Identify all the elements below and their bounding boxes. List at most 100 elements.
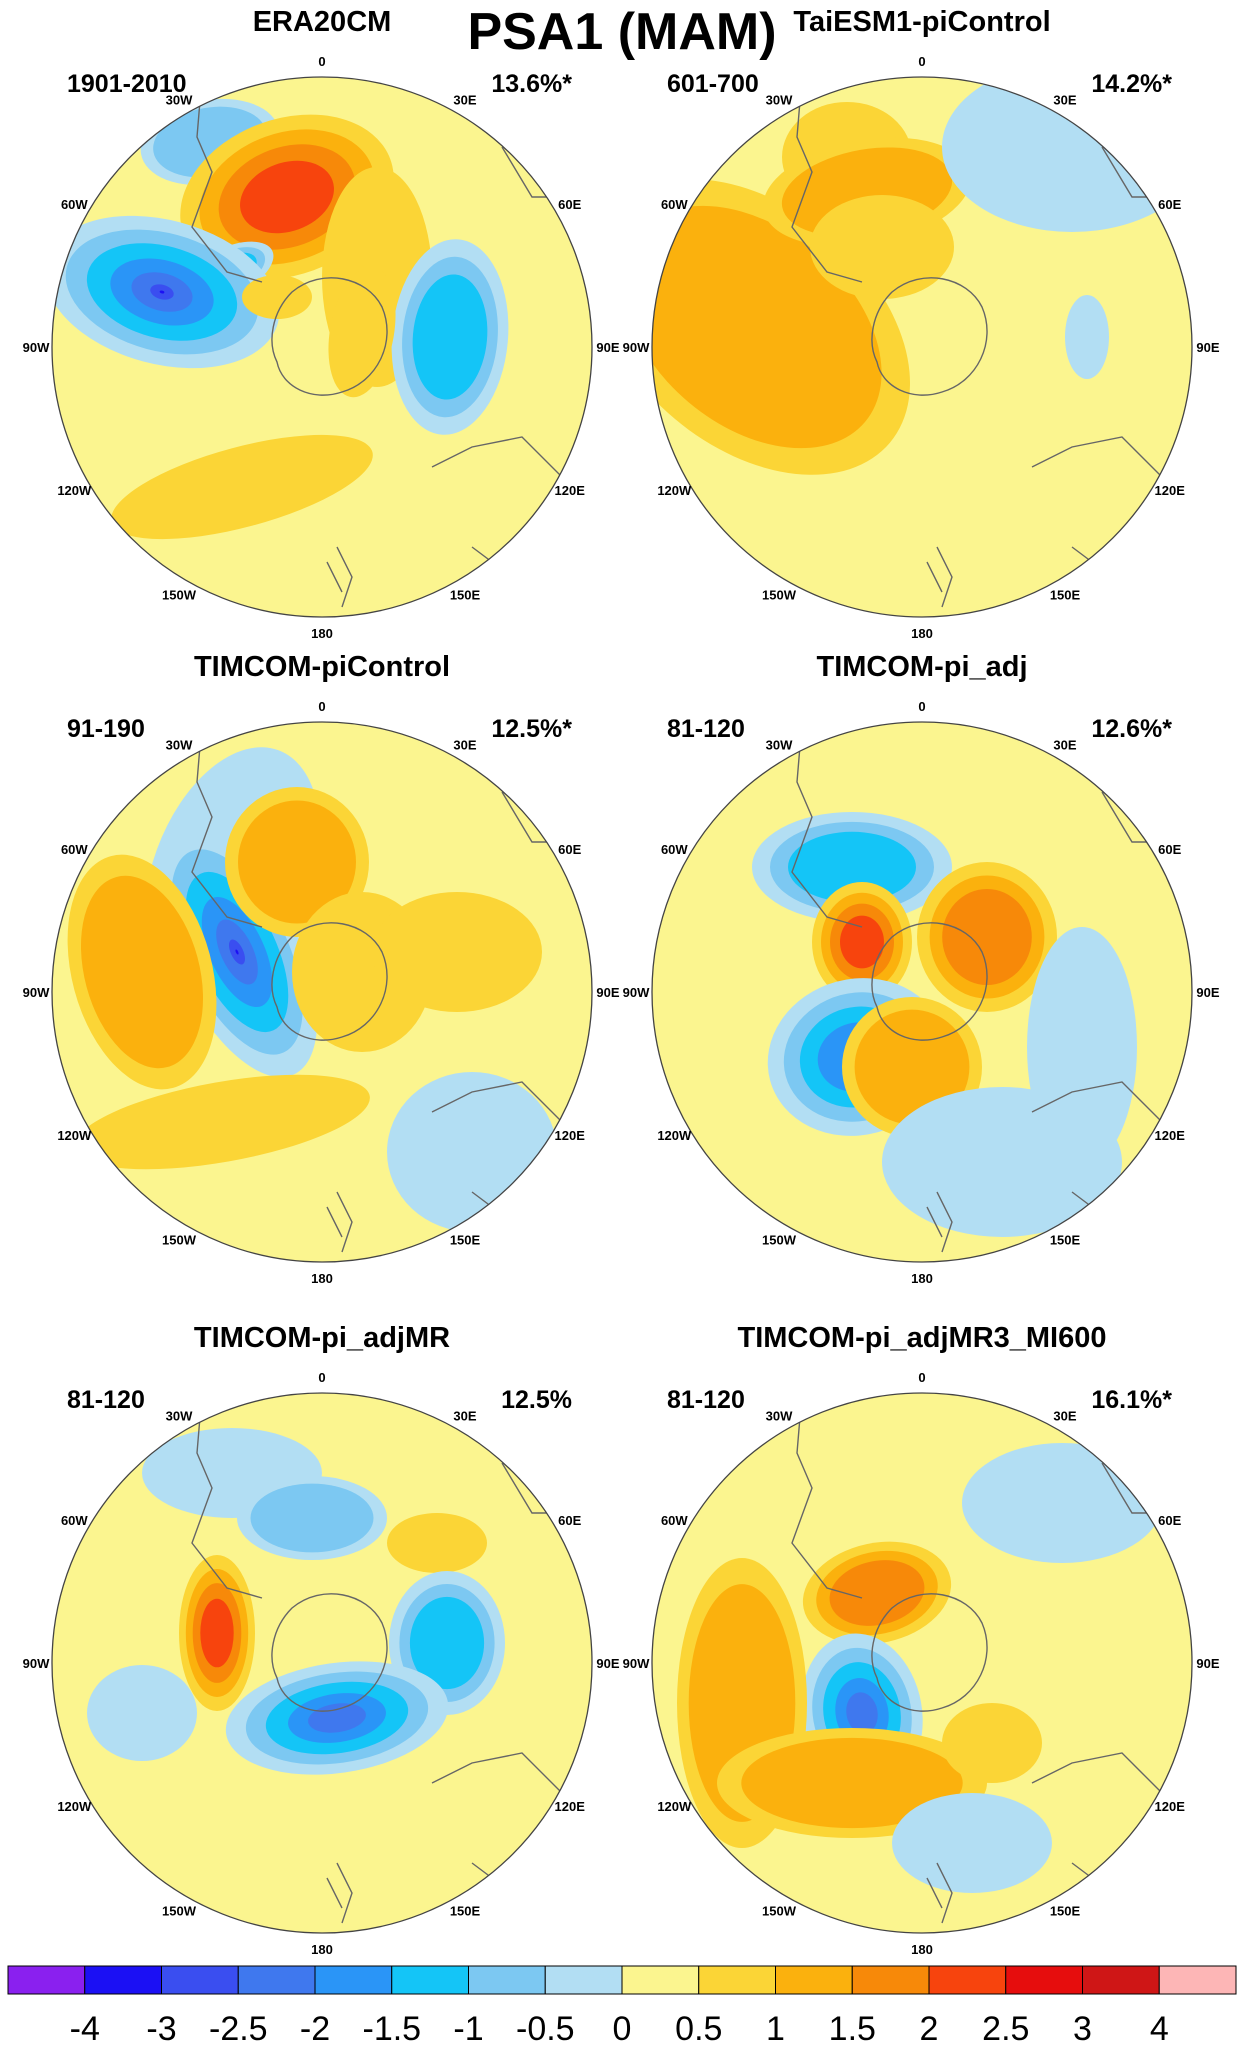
contour-level: [242, 275, 312, 319]
colorbar-tick-label: 2.5: [982, 2010, 1029, 2048]
colorbar-tick-label: -4: [70, 2010, 100, 2048]
map-boundary: [651, 1392, 1193, 1934]
map-panel: TIMCOM-pi_adj 81-120 12.6%* 0 30E 60E 90E 120E 1…: [623, 651, 1220, 1286]
longitude-label: 120E: [555, 483, 586, 498]
antarctica-coastline: [871, 277, 988, 396]
longitude-label: 30E: [453, 737, 476, 752]
south-america-coastline: [191, 77, 263, 283]
colorbar-tick-label: -1.5: [363, 2010, 422, 2048]
contour-level: [159, 290, 165, 294]
south-america-coastline: [791, 1393, 863, 1599]
colorbar-swatch: [1158, 1965, 1237, 1995]
longitude-label: 180: [911, 626, 933, 641]
antarctica-coastline: [871, 922, 988, 1041]
longitude-label: 30E: [453, 92, 476, 107]
longitude-label: 90W: [23, 340, 50, 355]
panel-variance: 16.1%*: [1091, 1386, 1172, 1414]
longitude-label: 150W: [162, 1233, 197, 1248]
longitude-label: 30W: [766, 737, 793, 752]
longitude-label: 0: [918, 54, 925, 69]
longitude-label: 30E: [1053, 92, 1076, 107]
colorbar-tick-label: 4: [1150, 2010, 1169, 2048]
panel-years: 1901-2010: [67, 70, 187, 98]
longitude-label: 120W: [57, 1799, 92, 1814]
longitude-label: 0: [918, 699, 925, 714]
map-boundary: [51, 1392, 593, 1934]
new-zealand-coastline: [326, 546, 353, 608]
contour-level: [942, 1703, 1042, 1783]
longitude-label: 180: [311, 1271, 333, 1286]
map-boundary: [651, 721, 1193, 1263]
contour-field: [652, 722, 1192, 1262]
longitude-label: 150W: [762, 1233, 797, 1248]
colorbar-swatch: [851, 1965, 930, 1995]
contour-field: [652, 77, 1192, 617]
contour-level: [810, 195, 954, 299]
new-zealand-coastline: [926, 1862, 953, 1924]
antarctica-coastline: [271, 1593, 388, 1712]
panel-title: TIMCOM-pi_adj: [816, 651, 1027, 683]
contour-level: [788, 831, 916, 903]
panel-variance: 12.5%: [501, 1386, 572, 1414]
colorbar-swatch: [468, 1965, 546, 1995]
longitude-label: 150W: [162, 588, 197, 603]
colorbar-tick-label: 2: [920, 2010, 939, 2048]
longitude-label: 180: [911, 1942, 933, 1957]
longitude-label: 150W: [762, 588, 797, 603]
longitude-label: 30W: [166, 92, 193, 107]
contour-level: [240, 160, 334, 234]
field-background: [52, 1393, 592, 1933]
longitude-label: 30E: [1053, 737, 1076, 752]
panel-years: 81-120: [667, 1386, 745, 1414]
contour-level: [235, 949, 239, 955]
antarctica-coastline: [271, 277, 388, 396]
map-panel: TIMCOM-pi_adjMR3_MI600 81-120 16.1%* 0 30E 60…: [623, 1322, 1220, 1957]
colorbar-swatch: [1082, 1965, 1160, 1995]
colorbar-swatch: [237, 1965, 316, 1995]
longitude-label: 150E: [1050, 1904, 1081, 1919]
contour-level: [840, 915, 884, 969]
contour-level: [962, 1443, 1162, 1563]
contour-field: [52, 722, 592, 1262]
panel-years: 81-120: [667, 715, 745, 743]
longitude-label: 30W: [766, 1408, 793, 1423]
longitude-label: 120W: [657, 483, 692, 498]
longitude-label: 150E: [450, 588, 481, 603]
longitude-label: 180: [311, 1942, 333, 1957]
contour-level: [74, 1074, 370, 1170]
colorbar-tick-label: 1: [766, 2010, 785, 2048]
longitude-label: 120E: [1155, 483, 1186, 498]
longitude-label: 120E: [555, 1799, 586, 1814]
longitude-label: 90W: [23, 1656, 50, 1671]
longitude-label: 90E: [1196, 985, 1219, 1000]
longitude-label: 90E: [1196, 340, 1219, 355]
contour-level: [892, 1793, 1052, 1893]
longitude-label: 150W: [162, 1904, 197, 1919]
longitude-label: 60E: [558, 197, 581, 212]
longitude-label: 150E: [450, 1233, 481, 1248]
longitude-label: 30W: [166, 1408, 193, 1423]
map-panel: TaiESM1-piControl 601-700 14.2%* 0 30E 60E 90E…: [623, 6, 1220, 641]
colorbar-tick-label: 0.5: [675, 2010, 722, 2048]
new-zealand-coastline: [326, 1862, 353, 1924]
longitude-label: 30E: [1053, 1408, 1076, 1423]
colorbar-tick-label: 3: [1073, 2010, 1092, 2048]
longitude-label: 90E: [1196, 1656, 1219, 1671]
panel-years: 91-190: [67, 715, 145, 743]
colorbar-swatch: [314, 1965, 393, 1995]
map-boundary: [51, 76, 593, 618]
colorbar-swatch: [775, 1965, 853, 1995]
longitude-label: 150E: [450, 1904, 481, 1919]
longitude-label: 90E: [596, 340, 619, 355]
colorbar-swatch: [84, 1965, 162, 1995]
longitude-label: 120E: [1155, 1128, 1186, 1143]
longitude-label: 120E: [1155, 1799, 1186, 1814]
colorbar-tick-label: -1: [453, 2010, 483, 2048]
map-panel: ERA20CM 1901-2010 13.6%* 0 30E 60E 90E 120E 150E…: [23, 6, 620, 641]
contour-level: [238, 800, 356, 924]
map-boundary: [651, 76, 1193, 618]
new-zealand-coastline: [326, 1191, 353, 1253]
colorbar-swatch: [544, 1965, 623, 1995]
longitude-label: 60W: [661, 842, 688, 857]
colorbar-swatch: [621, 1965, 700, 1995]
